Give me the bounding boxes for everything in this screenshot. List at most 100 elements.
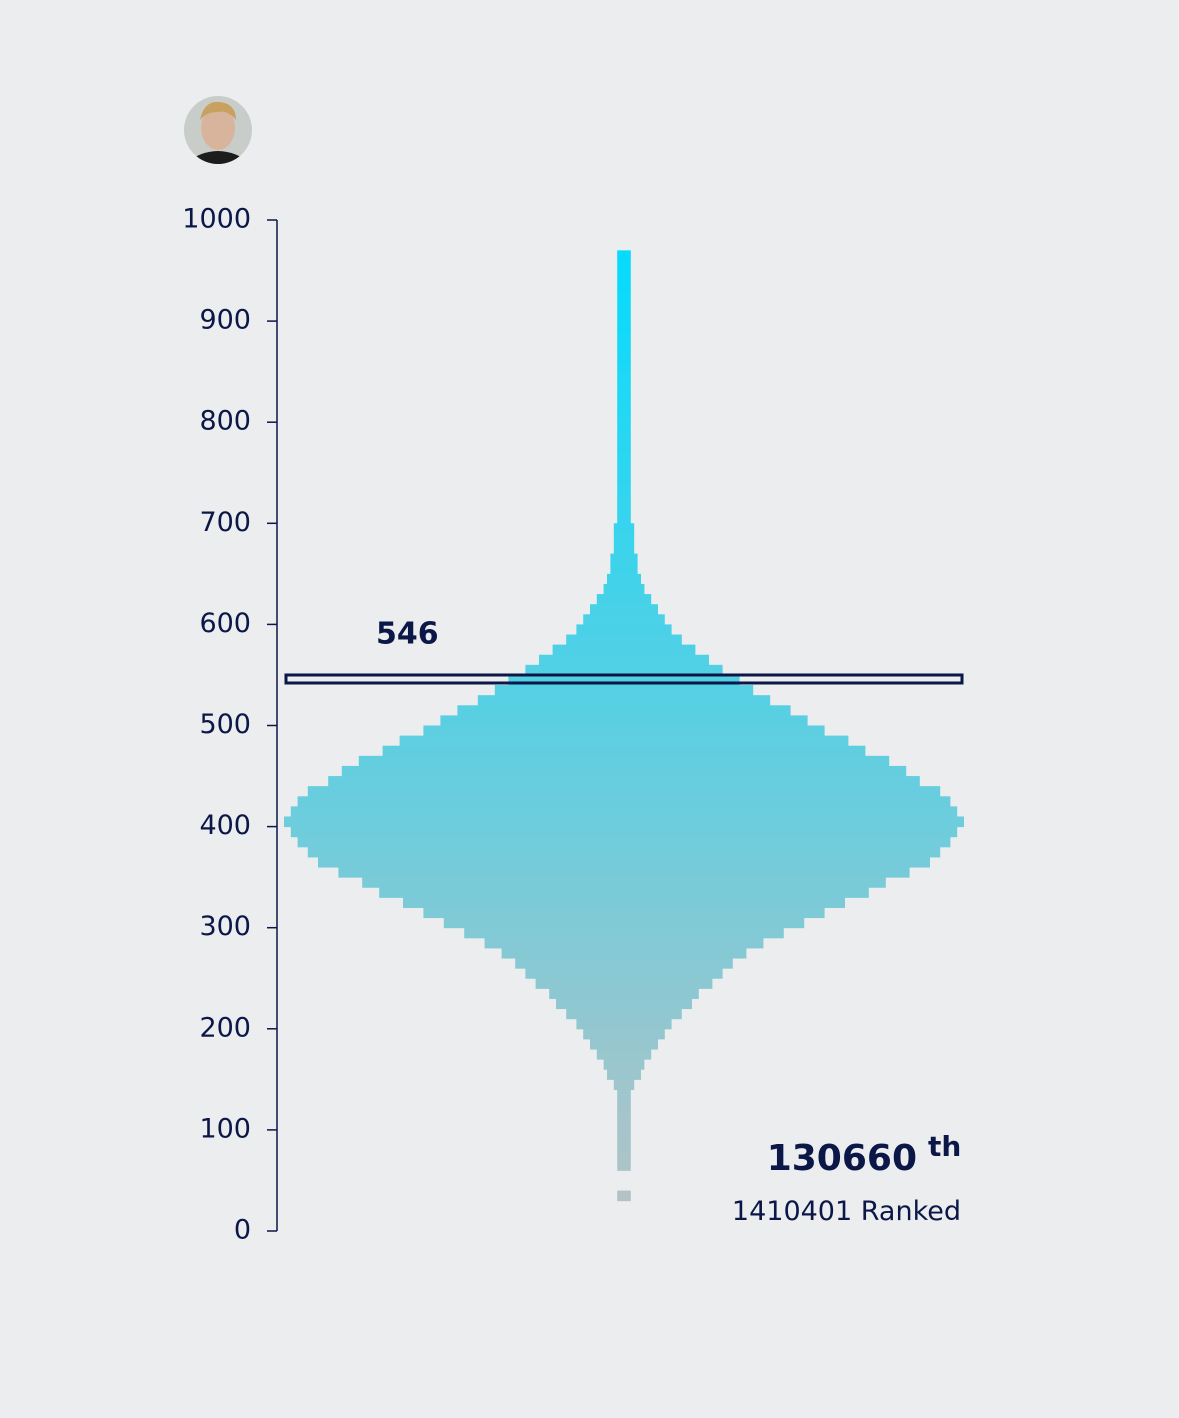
bar [617,321,631,332]
bar [617,260,631,272]
bar [552,644,696,656]
y-tick-label: 0 [234,1215,251,1246]
bar [617,341,631,352]
bar [617,1150,631,1161]
y-tick-label: 200 [199,1012,251,1043]
bar [297,836,951,848]
bar [358,755,890,767]
bar [556,998,692,1010]
bar [617,1129,631,1141]
bar [617,472,631,484]
bar [307,846,941,858]
bar [508,674,740,686]
bar [596,594,652,605]
total: 1410401 [732,1196,852,1227]
bar [617,412,631,423]
total-label: Ranked [861,1196,961,1227]
bar [617,371,631,383]
bar [583,614,665,625]
bar [576,624,672,636]
bar [607,1069,641,1080]
bar [617,482,631,494]
bar [617,452,631,464]
bar [610,553,638,565]
bar [515,958,733,969]
y-tick-label: 100 [199,1113,251,1144]
bar [318,856,930,868]
bar [617,270,631,282]
bar [617,1109,631,1121]
bar [617,1119,631,1131]
bar [617,290,631,302]
bar [596,1049,652,1060]
bar [338,867,910,878]
bar [382,745,866,757]
bar [617,351,631,363]
bar [576,1018,672,1030]
bar [613,543,635,555]
bar [399,735,849,747]
bar [464,927,784,939]
bar [440,715,808,726]
bar [525,968,723,979]
bar [617,1140,631,1151]
bar [617,391,631,403]
bar [617,401,631,413]
bar [617,1160,631,1171]
bar [613,1079,635,1090]
bar [284,816,964,828]
bar [617,331,631,342]
y-tick-label: 800 [199,406,251,437]
bar [617,503,631,514]
score-marker [284,673,964,685]
bar [379,887,869,898]
bar [610,563,638,575]
bar [617,361,631,373]
bar [617,250,631,261]
bar [549,988,699,999]
bar [341,765,907,777]
avatar [184,96,252,164]
total-ranked: 1410401 Ranked [732,1196,961,1227]
bar [617,300,631,312]
bar [617,310,631,322]
bar [617,422,631,433]
bar [617,1190,631,1202]
bar [613,533,635,545]
bar [290,826,958,838]
bar [362,877,886,888]
bar [603,1059,645,1070]
bar [603,583,645,595]
bar [590,1038,658,1050]
bar [443,917,805,929]
bar [617,462,631,474]
bar [535,978,713,989]
bar [494,685,754,696]
bar [590,604,658,615]
y-tick-label: 1000 [182,204,251,235]
bar [525,664,723,676]
y-tick-label: 600 [199,608,251,639]
bar [607,573,641,585]
bar [566,634,682,646]
bar [617,513,631,524]
bar [617,381,631,393]
y-tick-label: 500 [199,709,251,740]
bar [477,695,771,706]
y-tick-label: 400 [199,810,251,841]
bar [328,776,920,787]
bar [484,937,764,949]
bar [423,725,825,737]
bar [617,492,631,504]
bar [501,947,747,959]
bar [457,705,791,716]
bar [617,1089,631,1101]
score-label: 546 [376,617,439,652]
bar [617,1099,631,1111]
bar [617,432,631,443]
bar [617,280,631,292]
y-tick-label: 900 [199,305,251,336]
bar [307,786,941,797]
